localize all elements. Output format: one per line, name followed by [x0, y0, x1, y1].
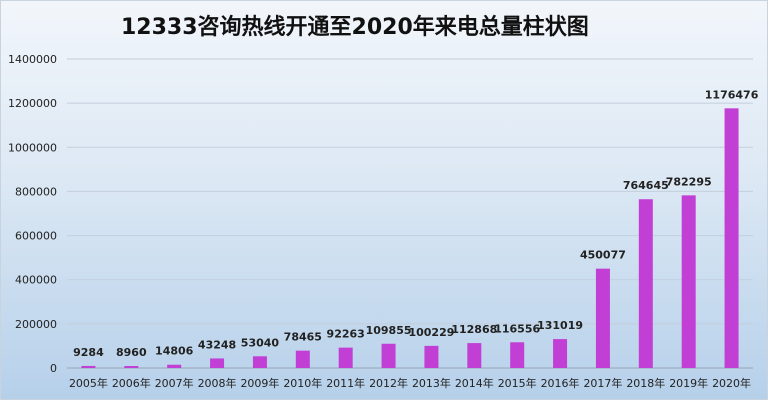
data-label: 131019 — [537, 319, 583, 332]
x-tick-label: 2020年 — [712, 376, 751, 390]
data-label: 8960 — [116, 346, 147, 359]
bar — [724, 108, 739, 369]
data-label: 116556 — [494, 322, 540, 335]
data-label: 109855 — [366, 324, 412, 337]
y-tick-label: 1000000 — [8, 141, 57, 154]
data-label: 1176476 — [705, 88, 759, 101]
x-tick-label: 2007年 — [155, 376, 194, 390]
x-tick-label: 2014年 — [455, 376, 494, 390]
data-label: 43248 — [198, 338, 236, 351]
bar — [167, 364, 182, 368]
data-label: 53040 — [241, 336, 280, 349]
x-tick-label: 2013年 — [412, 376, 451, 390]
data-label: 92263 — [327, 328, 365, 341]
y-tick-label: 600000 — [15, 230, 57, 243]
bar — [210, 358, 225, 368]
data-label: 782295 — [666, 175, 712, 188]
x-tick-label: 2006年 — [112, 376, 151, 390]
data-label: 764645 — [623, 179, 669, 192]
y-tick-label: 400000 — [15, 274, 57, 287]
y-tick-label: 0 — [50, 362, 57, 375]
bar — [338, 347, 353, 368]
bar — [681, 195, 696, 368]
x-tick-label: 2015年 — [498, 376, 537, 390]
bar — [553, 339, 568, 368]
y-tick-label: 800000 — [15, 185, 57, 198]
bar — [381, 343, 396, 368]
bar — [595, 268, 610, 368]
x-tick-label: 2017年 — [583, 376, 622, 390]
bar — [638, 199, 653, 368]
data-label: 112868 — [451, 323, 497, 336]
x-tick-label: 2009年 — [240, 376, 279, 390]
data-label: 100229 — [408, 326, 454, 339]
bar — [252, 356, 267, 368]
x-tick-label: 2018年 — [626, 376, 665, 390]
x-tick-label: 2005年 — [69, 376, 108, 390]
chart-title: 12333咨询热线开通至2020年来电总量柱状图 — [121, 15, 589, 40]
bar — [124, 366, 139, 368]
bar — [81, 365, 96, 368]
y-tick-label: 1200000 — [8, 97, 57, 110]
x-tick-label: 2011年 — [326, 376, 365, 390]
bar — [467, 343, 482, 368]
data-label: 9284 — [73, 346, 104, 359]
bar — [424, 345, 439, 368]
data-label: 14806 — [155, 345, 194, 358]
x-tick-label: 2016年 — [541, 376, 580, 390]
bar — [295, 350, 310, 368]
x-tick-label: 2010年 — [283, 376, 322, 390]
x-tick-label: 2012年 — [369, 376, 408, 390]
data-label: 78465 — [284, 331, 322, 344]
bar — [510, 342, 525, 368]
y-tick-label: 1400000 — [8, 53, 57, 66]
y-tick-label: 200000 — [15, 318, 57, 331]
data-label: 450077 — [580, 249, 626, 262]
x-tick-label: 2019年 — [669, 376, 708, 390]
x-tick-label: 2008年 — [198, 376, 237, 390]
